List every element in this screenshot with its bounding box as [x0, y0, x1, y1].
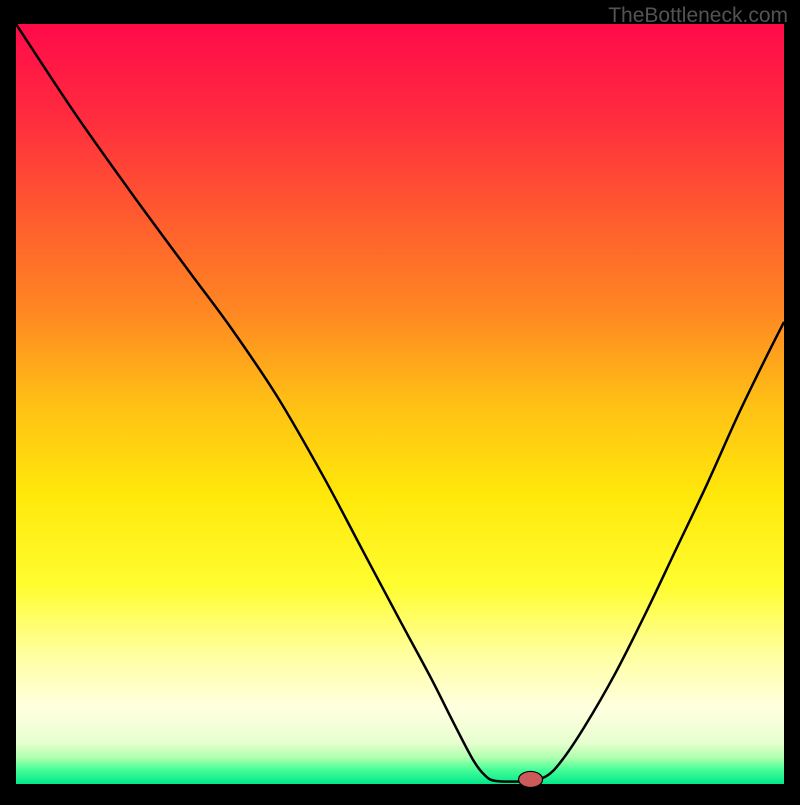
- chart-container: [0, 0, 800, 800]
- bottleneck-chart: [0, 0, 800, 800]
- watermark-text: TheBottleneck.com: [608, 4, 788, 28]
- chart-plot-background: [16, 24, 784, 784]
- optimum-marker: [519, 771, 543, 787]
